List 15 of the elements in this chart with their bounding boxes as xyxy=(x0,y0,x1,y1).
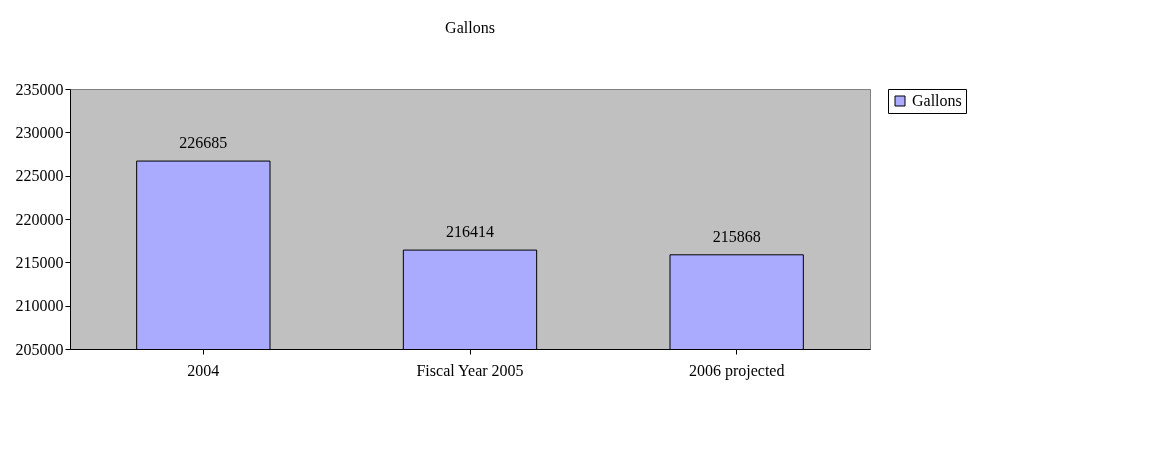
y-tick-label: 215000 xyxy=(15,253,64,271)
y-tick-label: 235000 xyxy=(15,80,64,98)
y-tick-label: 210000 xyxy=(15,297,64,315)
y-tick-label: 230000 xyxy=(15,123,64,141)
data-label: 216414 xyxy=(446,223,494,241)
data-label: 226685 xyxy=(179,134,228,152)
data-label: 215868 xyxy=(712,227,761,245)
x-tick-label: 2006 projected xyxy=(688,361,785,380)
y-tick-label: 220000 xyxy=(15,210,64,228)
x-tick-label: 2004 xyxy=(187,361,220,379)
chart-title: Gallons xyxy=(445,19,495,36)
legend-label: Gallons xyxy=(912,92,962,109)
x-tick-label: Fiscal Year 2005 xyxy=(416,361,524,379)
y-tick-label: 205000 xyxy=(15,340,64,358)
y-tick-label: 225000 xyxy=(15,167,64,185)
